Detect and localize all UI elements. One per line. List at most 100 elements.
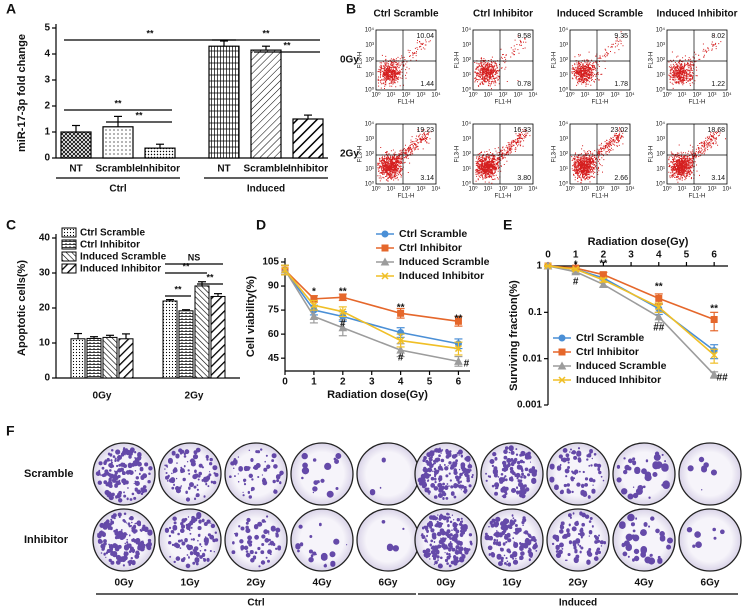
- y-tick-label: 10⁴: [365, 27, 375, 34]
- colonies: [549, 447, 605, 499]
- colony-dish: [224, 442, 288, 506]
- bar: [292, 118, 324, 159]
- colonies: [484, 514, 538, 567]
- x-tick-label: 10⁴: [528, 92, 538, 99]
- y-tick-label: 2: [44, 101, 50, 112]
- point: [558, 376, 566, 384]
- quadrant-value: 3.14: [711, 175, 725, 182]
- y-tick-label: 10²: [365, 152, 374, 158]
- column-header: Induced Inhibitor: [656, 9, 737, 20]
- point: [710, 351, 718, 359]
- x-tick-label: 10¹: [387, 93, 396, 99]
- row-label: 0Gy: [340, 55, 359, 66]
- point: [599, 271, 607, 279]
- y-tick-label: 4: [44, 49, 50, 60]
- point: [558, 348, 566, 356]
- significance-label: *: [312, 287, 316, 298]
- point: [281, 266, 289, 274]
- x-tick-label: 0Gy: [93, 391, 112, 402]
- panel-label: F: [6, 423, 15, 439]
- x-tick-label: 10³: [708, 187, 717, 193]
- y-tick-label: 10¹: [656, 167, 665, 173]
- x-axis-label: FL1-H: [495, 194, 512, 200]
- x-tick-label: 10¹: [678, 187, 687, 193]
- colonies: [164, 447, 219, 502]
- y-tick-label: 10⁰: [462, 181, 472, 188]
- y-tick-label: 40: [39, 233, 51, 244]
- colonies: [97, 512, 153, 567]
- quadrant-value: 10.04: [416, 33, 434, 40]
- x-tick-label: 6: [456, 377, 462, 388]
- bar: [60, 131, 92, 159]
- legend-label: Ctrl Scramble: [576, 332, 644, 344]
- scatter-cloud: [475, 128, 531, 184]
- panel-label: B: [346, 1, 356, 17]
- significance-label: #: [398, 353, 404, 364]
- y-axis-label: FL3-H: [358, 146, 364, 163]
- x-tick-label: 10¹: [484, 93, 493, 99]
- y-tick-label: 0: [44, 153, 50, 164]
- point: [599, 276, 607, 284]
- quadrant-value: 16.33: [513, 127, 531, 134]
- x-tick-label: 10⁰: [662, 186, 672, 193]
- colony-dish: [356, 442, 420, 506]
- legend-label: Induced Inhibitor: [80, 264, 161, 275]
- y-tick-label: 10⁰: [365, 181, 375, 188]
- x-tick-label: 10³: [514, 187, 523, 193]
- colony-dish: [224, 508, 288, 572]
- x-tick-label: 10²: [402, 93, 411, 99]
- bar: [118, 338, 134, 379]
- significance-label: **: [135, 110, 143, 120]
- x-tick-label: 10¹: [678, 93, 687, 99]
- y-tick-label: 10²: [656, 152, 665, 158]
- y-axis-label: Apoptotic cells(%): [16, 260, 28, 356]
- colonies: [686, 527, 725, 549]
- series-line: [284, 269, 459, 363]
- x-tick-label: 10⁰: [565, 92, 575, 99]
- y-axis-label: FL3-H: [649, 52, 655, 69]
- y-tick-label: 20: [39, 303, 51, 314]
- x-tick-label: 5: [427, 377, 433, 388]
- y-tick-label: 10⁰: [656, 181, 666, 188]
- dose-label: 4Gy: [635, 578, 654, 589]
- x-tick-label: 0: [545, 250, 551, 261]
- y-tick-label: 45: [268, 353, 280, 364]
- quadrant-value: 1.44: [420, 81, 434, 88]
- point: [710, 316, 718, 324]
- x-tick-label: 3: [628, 250, 634, 261]
- panel-label: C: [6, 217, 16, 233]
- y-tick-label: 10²: [559, 152, 568, 158]
- point: [558, 334, 566, 342]
- significance-label: NS: [188, 252, 201, 262]
- x-tick-label: 10²: [596, 187, 605, 193]
- quadrant-value: 2.66: [614, 175, 628, 182]
- y-tick-label: 10⁰: [462, 87, 472, 94]
- x-axis-label: FL1-H: [689, 100, 706, 106]
- y-tick-label: 60: [268, 329, 280, 340]
- x-tick-label: 10⁴: [431, 186, 441, 193]
- x-tick-label: 10¹: [387, 187, 396, 193]
- x-axis-label: FL1-H: [398, 100, 415, 106]
- y-tick-label: 10⁴: [559, 27, 569, 34]
- significance-label: **: [174, 284, 182, 294]
- significance-label: **: [283, 40, 291, 50]
- bar: [178, 310, 194, 379]
- y-tick-label: 1: [44, 127, 50, 138]
- x-tick-label: 2: [601, 250, 607, 261]
- x-tick-label: 10³: [417, 187, 426, 193]
- y-tick-label: 10⁰: [365, 87, 375, 94]
- x-tick-label: Scramble: [95, 164, 140, 175]
- x-tick-label: 10³: [514, 93, 523, 99]
- x-tick-label: 10⁴: [722, 92, 732, 99]
- scatter-cloud: [377, 129, 432, 182]
- x-tick-label: 10²: [693, 187, 702, 193]
- x-tick-label: 10⁰: [468, 186, 478, 193]
- y-axis-label: FL3-H: [358, 52, 364, 69]
- x-tick-label: 5: [684, 250, 690, 261]
- group-label: Induced: [559, 598, 597, 609]
- y-tick-label: 105: [262, 257, 279, 268]
- significance-label: **: [599, 259, 607, 270]
- x-tick-label: 10⁴: [528, 186, 538, 193]
- x-tick-label: 10²: [499, 187, 508, 193]
